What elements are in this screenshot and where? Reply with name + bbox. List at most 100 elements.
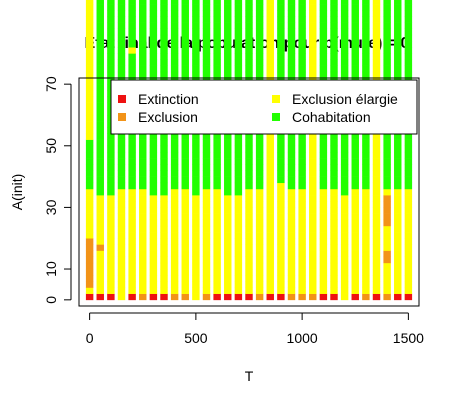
cell-exclusion-elargie-col27-row48 <box>372 0 381 5</box>
cell-cohabitation-col29-row23 <box>394 151 402 159</box>
cell-cohabitation-col7-row43 <box>160 28 168 36</box>
cell-exclusion-elargie-col16-row2 <box>255 281 264 288</box>
cell-cohabitation-col5-row46 <box>139 10 147 17</box>
cell-exclusion-elargie-col15-row6 <box>245 256 253 264</box>
cell-cohabitation-col5-row24 <box>139 145 147 153</box>
cell-cohabitation-col14-row44 <box>234 22 243 29</box>
cell-cohabitation-col18-row25 <box>277 139 285 147</box>
cell-cohabitation-col25-row25 <box>351 139 359 147</box>
cell-cohabitation-col22-row38 <box>319 59 328 66</box>
cell-cohabitation-col7-row22 <box>160 158 168 165</box>
cell-exclusion-elargie-col27-row42 <box>372 34 381 42</box>
cell-cohabitation-col6-row21 <box>149 164 158 171</box>
cell-exclusion-col1-row8 <box>96 244 104 251</box>
cell-cohabitation-col23-row37 <box>330 65 338 73</box>
cell-exclusion-elargie-col12-row3 <box>213 275 221 282</box>
cell-exclusion-elargie-col4-row15 <box>128 201 136 208</box>
cell-cohabitation-col25-row22 <box>351 158 359 165</box>
cell-cohabitation-col20-row43 <box>298 28 306 36</box>
cell-cohabitation-col30-row47 <box>404 4 413 11</box>
cell-exclusion-elargie-col22-row14 <box>319 207 328 214</box>
cell-exclusion-elargie-col5-row9 <box>139 238 147 245</box>
cell-exclusion-elargie-col9-row11 <box>181 225 189 233</box>
cell-exclusion-elargie-col3-row10 <box>117 232 126 239</box>
cell-exclusion-elargie-col17-row40 <box>266 47 274 54</box>
cell-exclusion-elargie-col17-row10 <box>266 232 274 239</box>
cell-cohabitation-col23-row39 <box>330 53 338 60</box>
cell-exclusion-elargie-col10-row13 <box>192 213 200 221</box>
cell-exclusion-elargie-col17-row6 <box>266 256 274 264</box>
cell-cohabitation-col5-row45 <box>139 16 147 23</box>
cell-cohabitation-col10-row22 <box>192 158 200 165</box>
legend-label-1: Exclusion <box>138 109 198 125</box>
cell-cohabitation-col20-row18 <box>298 182 306 190</box>
cell-cohabitation-col28-row44 <box>383 22 391 29</box>
cell-exclusion-elargie-col6-row11 <box>149 225 158 233</box>
cell-exclusion-elargie-col16-row15 <box>255 201 264 208</box>
cell-exclusion-elargie-col20-row6 <box>298 256 306 264</box>
cell-exclusion-elargie-col17-row21 <box>266 164 274 171</box>
cell-cohabitation-col7-row48 <box>160 0 168 5</box>
cell-cohabitation-col25-row18 <box>351 182 359 190</box>
cell-cohabitation-col12-row40 <box>213 47 221 54</box>
cell-cohabitation-col20-row21 <box>298 164 306 171</box>
cell-exclusion-elargie-col6-row1 <box>149 287 158 294</box>
cell-cohabitation-col3-row40 <box>117 47 126 54</box>
cell-cohabitation-col22-row23 <box>319 151 328 159</box>
cell-cohabitation-col19-row21 <box>287 164 296 171</box>
cell-exclusion-elargie-col18-row6 <box>277 256 285 264</box>
cell-exclusion-elargie-col20-row5 <box>298 262 306 270</box>
cell-exclusion-elargie-col20-row4 <box>298 269 306 276</box>
cell-exclusion-elargie-col14-row8 <box>234 244 243 251</box>
cell-extinction-col4-row0 <box>128 293 136 301</box>
cell-exclusion-elargie-col16-row5 <box>255 262 264 270</box>
cell-cohabitation-col10-row38 <box>192 59 200 66</box>
cell-cohabitation-col15-row22 <box>245 158 253 165</box>
cell-cohabitation-col29-row45 <box>394 16 402 23</box>
cell-cohabitation-col1-row34 <box>96 84 104 91</box>
cell-exclusion-elargie-col18-row11 <box>277 225 285 233</box>
cell-exclusion-elargie-col8-row15 <box>170 201 179 208</box>
cell-cohabitation-col19-row40 <box>287 47 296 54</box>
cell-exclusion-elargie-col4-row1 <box>128 287 136 294</box>
cell-cohabitation-col3-row43 <box>117 28 126 36</box>
cell-cohabitation-col28-row41 <box>383 41 391 48</box>
cell-cohabitation-col14-row45 <box>234 16 243 23</box>
cell-exclusion-elargie-col27-row46 <box>372 10 381 17</box>
cell-extinction-col22-row0 <box>319 293 328 301</box>
cell-cohabitation-col26-row40 <box>362 47 370 54</box>
x-axis: 0 500 1000 1500 <box>86 312 424 346</box>
cell-cohabitation-col29-row48 <box>394 0 402 5</box>
cell-cohabitation-col4-row47 <box>128 4 136 11</box>
cell-exclusion-elargie-col24-row0 <box>340 293 349 301</box>
cell-exclusion-elargie-col24-row8 <box>340 244 349 251</box>
cell-exclusion-elargie-col24-row3 <box>340 275 349 282</box>
cell-cohabitation-col12-row21 <box>213 164 221 171</box>
cell-exclusion-elargie-col21-row5 <box>309 262 317 270</box>
cell-exclusion-elargie-col13-row5 <box>224 262 232 270</box>
cell-cohabitation-col9-row23 <box>181 151 189 159</box>
cell-exclusion-elargie-col20-row16 <box>298 195 306 202</box>
cell-exclusion-elargie-col27-row2 <box>372 281 381 288</box>
cell-cohabitation-col14-row36 <box>234 71 243 79</box>
cell-cohabitation-col24-row39 <box>340 53 349 60</box>
cell-exclusion-elargie-col7-row16 <box>160 195 168 202</box>
cell-exclusion-elargie-col13-row4 <box>224 269 232 276</box>
cell-cohabitation-col28-row26 <box>383 133 391 140</box>
cell-cohabitation-col9-row42 <box>181 34 189 42</box>
cell-exclusion-elargie-col26-row6 <box>362 256 370 264</box>
cell-cohabitation-col19-row19 <box>287 176 296 184</box>
cell-exclusion-elargie-col2-row5 <box>107 262 115 270</box>
cell-exclusion-elargie-col22-row5 <box>319 262 328 270</box>
cell-cohabitation-col16-row38 <box>255 59 264 66</box>
cell-cohabitation-col26-row26 <box>362 133 370 140</box>
cell-cohabitation-col11-row46 <box>202 10 211 17</box>
cell-cohabitation-col6-row22 <box>149 158 158 165</box>
cell-exclusion-col19-row0 <box>287 293 296 301</box>
cell-cohabitation-col29-row37 <box>394 65 402 73</box>
cell-exclusion-elargie-col25-row6 <box>351 256 359 264</box>
cell-cohabitation-col13-row44 <box>224 22 232 29</box>
cell-exclusion-elargie-col2-row3 <box>107 275 115 282</box>
cell-cohabitation-col10-row36 <box>192 71 200 79</box>
cell-cohabitation-col6-row25 <box>149 139 158 147</box>
